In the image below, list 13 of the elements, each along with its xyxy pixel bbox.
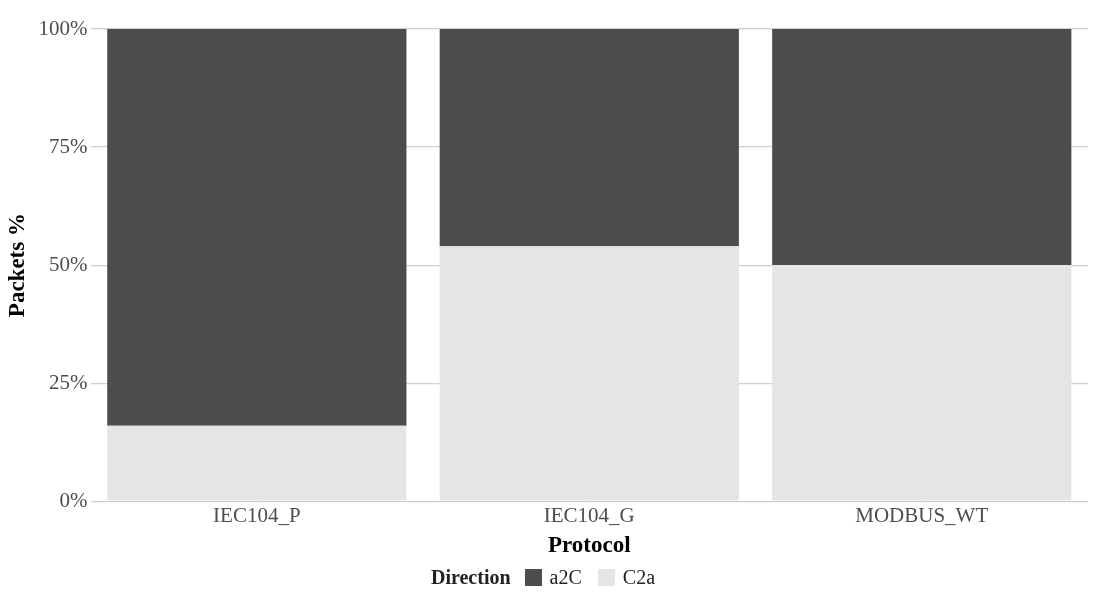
y-axis-title: Packets % (3, 213, 29, 318)
x-tick-label: IEC104_P (213, 503, 301, 528)
x-axis-title: Protocol (547, 532, 631, 558)
legend-label: C2a (622, 566, 656, 589)
x-tick-label: IEC104_G (543, 503, 635, 528)
y-tick-label: 100% (38, 15, 88, 40)
y-tick-label: 0% (59, 487, 88, 512)
legend-title: Direction (430, 566, 511, 589)
y-tick-label: 25% (49, 369, 88, 394)
y-tick-label: 75% (49, 133, 88, 158)
legend-label: a2C (549, 566, 582, 589)
x-tick-label: MODBUS_WT (855, 503, 989, 528)
y-tick-label: 50% (49, 251, 88, 276)
